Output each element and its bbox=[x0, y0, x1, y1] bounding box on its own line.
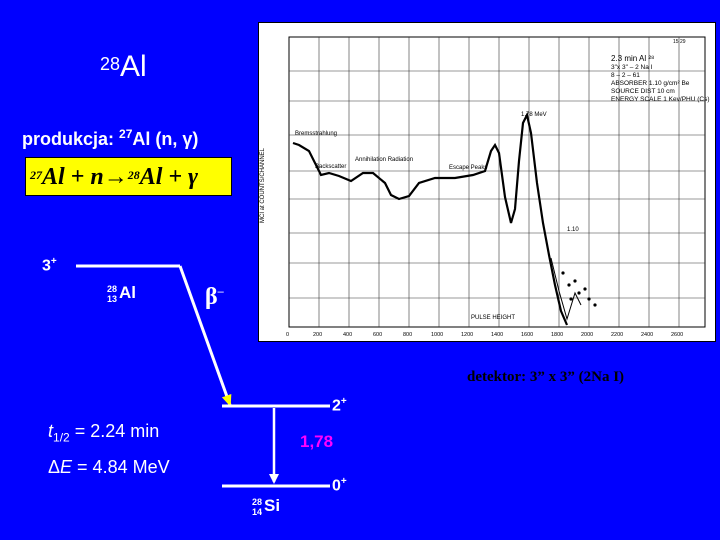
svg-text:ENERGY SCALE 1 Kev/PHU (Cs): ENERGY SCALE 1 Kev/PHU (Cs) bbox=[611, 96, 710, 103]
svg-text:Bremsstrahlung: Bremsstrahlung bbox=[295, 131, 337, 137]
detector-label: detektor: 3” x 3” (2Na I) bbox=[467, 369, 625, 385]
reaction-equation: 27Al + n→28Al + γ bbox=[25, 157, 232, 196]
svg-text:2.3 min Al ²⁸: 2.3 min Al ²⁸ bbox=[611, 54, 654, 63]
svg-text:200: 200 bbox=[313, 332, 322, 338]
spectrum-x-label: PULSE HEIGHT bbox=[471, 315, 515, 321]
svg-text:1200: 1200 bbox=[461, 332, 473, 338]
svg-text:SOURCE DIST 10 cm: SOURCE DIST 10 cm bbox=[611, 88, 675, 95]
spectrum-y-label: MCI at COUNTS/CHANNEL bbox=[260, 147, 266, 223]
svg-text:600: 600 bbox=[373, 332, 382, 338]
svg-text:3"x 3" – 2 Na I: 3"x 3" – 2 Na I bbox=[611, 64, 653, 71]
svg-text:1800: 1800 bbox=[551, 332, 563, 338]
q-value: ΔE = 4.84 MeV bbox=[48, 457, 170, 477]
svg-text:Backscatter: Backscatter bbox=[315, 164, 346, 170]
production-text: produkcja: 27Al (n, γ) bbox=[22, 127, 199, 149]
svg-text:Escape Peaks: Escape Peaks bbox=[449, 165, 487, 171]
beta-decay-arrow bbox=[178, 265, 232, 407]
svg-text:800: 800 bbox=[403, 332, 412, 338]
svg-text:ABSORBER 1.10 g/cm² Be: ABSORBER 1.10 g/cm² Be bbox=[611, 80, 690, 87]
svg-text:1400: 1400 bbox=[491, 332, 503, 338]
svg-text:8 – 2 – 61: 8 – 2 – 61 bbox=[611, 72, 640, 79]
parent-spin-label: 3+ bbox=[42, 256, 57, 275]
svg-text:2000: 2000 bbox=[581, 332, 593, 338]
gamma-spectrum-image: MCI at COUNTS/CHANNEL PULSE HEIGHT 1.78 … bbox=[258, 22, 716, 342]
spectrum-info-box: 2.3 min Al ²⁸ 3"x 3" – 2 Na I 8 – 2 – 61… bbox=[611, 54, 710, 103]
svg-text:2600: 2600 bbox=[671, 332, 683, 338]
parent-nuclide: 28 13 Al bbox=[107, 283, 137, 304]
svg-text:2400: 2400 bbox=[641, 332, 653, 338]
half-life: t1/2 = 2.24 min bbox=[48, 421, 160, 445]
gamma-energy: 1,78 bbox=[300, 432, 334, 451]
beta-minus-label: β– bbox=[205, 284, 224, 310]
ground-level-spin: 0+ bbox=[332, 476, 347, 495]
excited-level-spin: 2+ bbox=[332, 396, 347, 415]
svg-text:15 29: 15 29 bbox=[673, 39, 686, 45]
svg-text:1000: 1000 bbox=[431, 332, 443, 338]
svg-text:Annihilation Radiation: Annihilation Radiation bbox=[355, 157, 413, 163]
svg-text:400: 400 bbox=[343, 332, 352, 338]
daughter-nuclide: 28 14 Si bbox=[252, 496, 281, 517]
nuclide-title: 28Al bbox=[100, 50, 147, 83]
svg-text:0: 0 bbox=[286, 332, 289, 338]
svg-text:2200: 2200 bbox=[611, 332, 623, 338]
peak-label: 1.78 MeV bbox=[521, 112, 547, 118]
spectrum-x-ticks: 0 200 400 600 800 1000 1200 1400 1600 18… bbox=[286, 332, 683, 338]
svg-text:1.10: 1.10 bbox=[567, 227, 579, 233]
svg-text:1600: 1600 bbox=[521, 332, 533, 338]
